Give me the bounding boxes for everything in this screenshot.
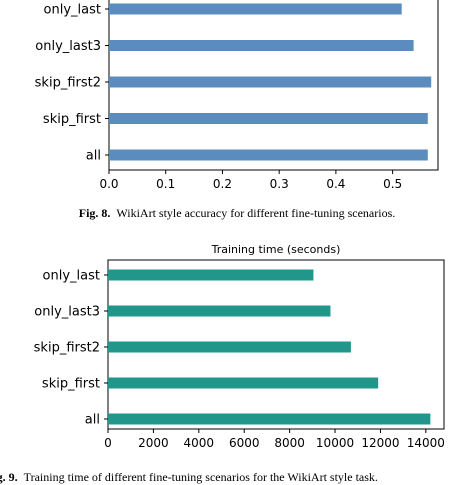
bar-all bbox=[109, 149, 428, 161]
x-tick-label: 6000 bbox=[229, 436, 260, 450]
x-tick-label: 0.5 bbox=[383, 177, 402, 191]
x-tick-label: 10000 bbox=[316, 436, 354, 450]
x-tick-label: 0 bbox=[104, 436, 112, 450]
category-label-skip_first: skip_first bbox=[43, 112, 101, 127]
x-tick-label: 12000 bbox=[361, 436, 399, 450]
x-tick-label: 0.2 bbox=[213, 177, 232, 191]
bar-all bbox=[108, 413, 431, 425]
category-label-only_last: only_last bbox=[43, 269, 100, 284]
bar-skip_first2 bbox=[109, 76, 432, 88]
chart-title: Training time (seconds) bbox=[211, 243, 341, 256]
figure-9-caption-text: Training time of different fine-tuning s… bbox=[23, 470, 378, 484]
figure-8: only_last only_last3 skip_first2 skip_first… bbox=[0, 0, 474, 200]
bar-skip_first bbox=[109, 113, 428, 124]
x-tick-label: 0.0 bbox=[99, 177, 118, 191]
figure-8-caption-text: WikiArt style accuracy for different fin… bbox=[116, 206, 396, 220]
x-tick-label: 0.1 bbox=[156, 177, 175, 191]
bar-skip_first2 bbox=[108, 341, 351, 353]
category-label-skip_first2: skip_first2 bbox=[35, 76, 101, 91]
bar-only_last bbox=[109, 3, 402, 15]
bar-only_last3 bbox=[108, 305, 331, 317]
category-label-only_last3: only_last3 bbox=[35, 39, 101, 54]
figure-8-caption-label: Fig. 8. bbox=[78, 206, 111, 220]
x-tick-label: 0.3 bbox=[270, 177, 289, 191]
bar-only_last3 bbox=[109, 40, 414, 51]
category-label-only_last: only_last bbox=[44, 3, 101, 18]
figure-8-caption: Fig. 8. WikiArt style accuracy for differ… bbox=[0, 206, 474, 221]
category-label-all: all bbox=[86, 149, 101, 164]
x-tick-label: 8000 bbox=[274, 436, 305, 450]
category-label-skip_first: skip_first bbox=[42, 377, 100, 392]
bar-skip_first bbox=[108, 377, 379, 389]
category-label-skip_first2: skip_first2 bbox=[34, 341, 100, 356]
bar-only_last bbox=[108, 269, 314, 281]
x-tick-label: 4000 bbox=[184, 436, 215, 450]
category-label-all: all bbox=[85, 413, 100, 428]
figure-9-caption-label: Fig. 9. bbox=[0, 470, 18, 484]
accuracy-bar-chart: only_last only_last3 skip_first2 skip_first… bbox=[35, 0, 439, 191]
figure-9-caption: Fig. 9. Training time of different fine-t… bbox=[0, 470, 474, 485]
figure-9: Training time (seconds) only_last only_las… bbox=[0, 238, 474, 481]
training-time-bar-chart: Training time (seconds) only_last only_las… bbox=[34, 243, 445, 450]
category-label-only_last3: only_last3 bbox=[34, 305, 100, 320]
x-tick-label: 0.4 bbox=[326, 177, 345, 191]
x-tick-label: 14000 bbox=[407, 436, 445, 450]
x-tick-label: 2000 bbox=[138, 436, 169, 450]
